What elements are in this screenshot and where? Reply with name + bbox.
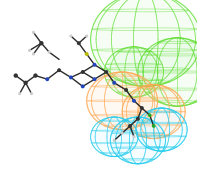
Point: [125, 89, 128, 91]
Ellipse shape: [122, 85, 185, 139]
Point: [140, 107, 143, 109]
Point: [32, 53, 35, 55]
Point: [24, 81, 27, 84]
Point: [81, 85, 84, 88]
Point: [46, 78, 49, 81]
Ellipse shape: [110, 117, 165, 164]
Ellipse shape: [91, 0, 197, 86]
Point: [113, 139, 116, 142]
Ellipse shape: [87, 72, 158, 130]
Point: [14, 74, 17, 77]
Point: [48, 51, 51, 54]
Point: [113, 81, 116, 84]
Point: [28, 49, 31, 52]
Ellipse shape: [104, 47, 164, 97]
Point: [85, 53, 88, 55]
Point: [93, 63, 96, 66]
Ellipse shape: [136, 108, 187, 151]
Point: [18, 92, 21, 95]
Point: [40, 42, 43, 45]
Point: [105, 71, 108, 73]
Point: [69, 35, 72, 37]
Point: [30, 92, 33, 95]
Point: [69, 76, 72, 79]
Point: [93, 78, 96, 81]
Point: [128, 125, 132, 127]
Point: [58, 69, 61, 72]
Point: [77, 42, 80, 45]
Point: [32, 31, 35, 34]
Point: [136, 117, 139, 120]
Point: [132, 135, 136, 138]
Point: [148, 114, 151, 117]
Point: [121, 132, 124, 135]
Point: [85, 35, 88, 37]
Ellipse shape: [91, 117, 138, 157]
Point: [81, 71, 84, 73]
Point: [132, 99, 136, 102]
Ellipse shape: [138, 38, 197, 106]
Point: [152, 125, 155, 127]
Point: [34, 74, 37, 77]
